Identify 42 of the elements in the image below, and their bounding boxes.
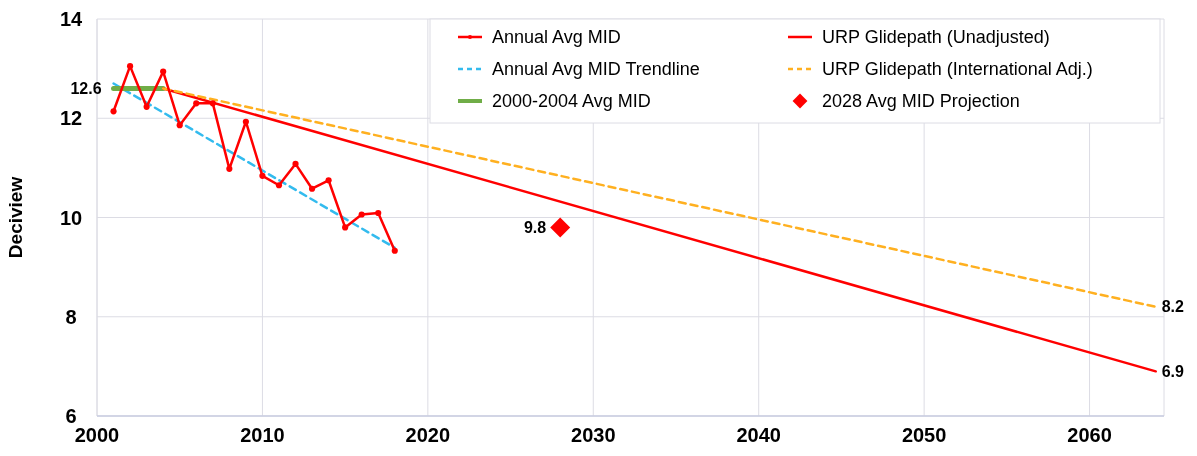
x-tick-label: 2030 [571, 424, 616, 446]
point [342, 224, 349, 231]
point [259, 172, 266, 179]
point [550, 217, 571, 238]
annotation: 8.2 [1161, 298, 1185, 316]
y-axis-title: Deciview [5, 176, 26, 259]
point [143, 103, 150, 110]
y-tick-label: 12 [59, 107, 83, 130]
point [292, 160, 299, 167]
x-tick-label: 2010 [240, 424, 285, 446]
y-tick-label: 6 [65, 405, 77, 427]
legend-label: 2000-2004 Avg MID [492, 91, 651, 112]
x-tick-label: 2050 [901, 424, 947, 446]
point [391, 247, 398, 254]
legend-label: 2028 Avg MID Projection [822, 91, 1020, 112]
point [275, 182, 283, 189]
point [110, 108, 117, 115]
x-tick-label: 2000 [74, 424, 120, 446]
legend-label: URP Glidepath (Unadjusted) [822, 27, 1050, 48]
point [160, 68, 167, 75]
point [176, 122, 183, 129]
legend-label: Annual Avg MID [492, 27, 621, 48]
annotation: 12.6 [70, 80, 102, 98]
y-tick-label: 10 [59, 206, 83, 229]
y-tick-label: 14 [59, 8, 83, 30]
point [209, 100, 216, 107]
annotation: 6.9 [1161, 362, 1185, 380]
x-tick-label: 2060 [1067, 424, 1112, 446]
point [325, 177, 332, 184]
point [242, 118, 249, 125]
point [226, 165, 233, 172]
legend-label: Annual Avg MID Trendline [492, 59, 700, 80]
annotation: 9.8 [523, 219, 547, 237]
point [375, 209, 382, 217]
legend-label: URP Glidepath (International Adj.) [822, 59, 1093, 80]
x-tick-label: 2040 [736, 424, 781, 446]
x-tick-label: 2020 [405, 424, 451, 446]
point [193, 100, 200, 107]
y-tick-label: 8 [65, 305, 77, 328]
point [127, 63, 134, 70]
point [308, 185, 316, 192]
point [358, 211, 365, 218]
